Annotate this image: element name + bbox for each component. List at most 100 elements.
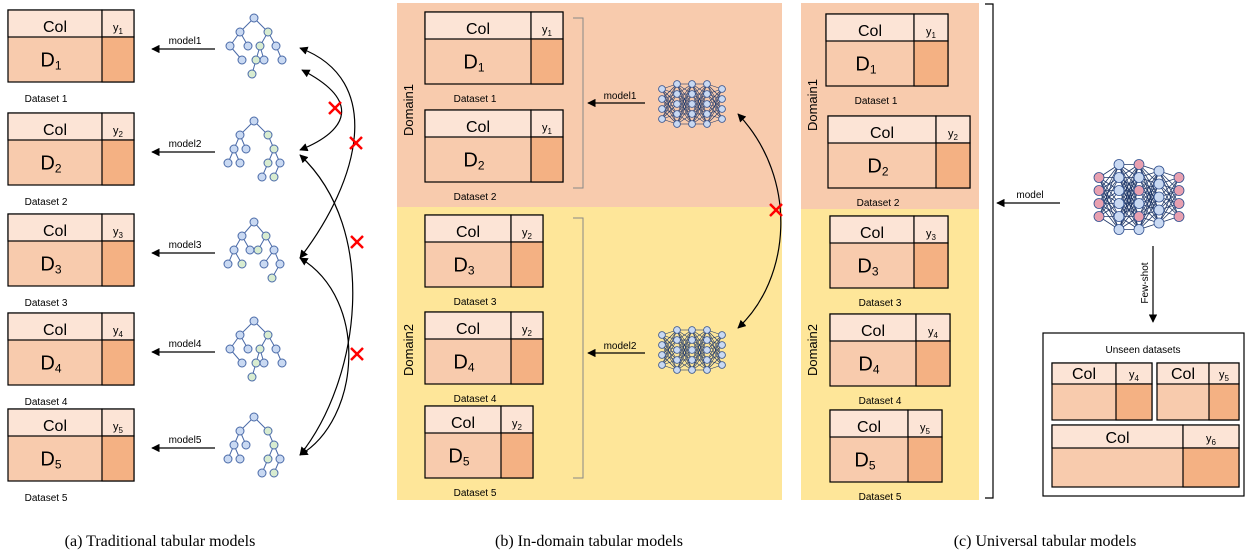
panel-b-caption: (b) In-domain tabular models xyxy=(495,533,683,550)
panel-a-dataset-1-y-text-sub: 1 xyxy=(119,27,124,36)
panel-c-dataset-4-y-text: y4 xyxy=(928,326,939,340)
panel-a-dataset-4-y-text-sub: 4 xyxy=(119,330,124,339)
neural-network-icon-node xyxy=(703,80,711,88)
neural-network-icon-node xyxy=(658,351,666,359)
neural-network-icon-node xyxy=(1173,172,1185,183)
neural-network-icon-edge xyxy=(1138,196,1160,230)
panel-b-dataset-2-col-text: Col xyxy=(466,119,490,136)
panel-a-dataset-3-d-text-main: D xyxy=(40,254,54,276)
panel-a-dataset-5-d-text-main: D xyxy=(40,449,54,471)
panel-c-dataset-3-col-text: Col xyxy=(860,225,884,242)
panel-b-model1-label: model1 xyxy=(604,91,637,102)
neural-network-icon-node xyxy=(1113,224,1125,235)
panel-c-dataset-4-y-text-sub: 4 xyxy=(934,331,939,340)
panel-b-dataset-4-y-text-main: y xyxy=(522,324,528,336)
neural-network-icon-edge xyxy=(1118,164,1140,204)
neural-network-icon-node xyxy=(718,331,726,339)
panel-b-dataset-4-y-text: y2 xyxy=(522,324,533,338)
tree-icon-node xyxy=(261,231,271,241)
panel-a-curve-1 xyxy=(299,46,356,259)
panel-b-bracket-1 xyxy=(573,17,584,189)
panel-c-dataset-2-d-text-main: D xyxy=(867,156,881,178)
panel-a-dataset-2-d-text: D2 xyxy=(40,153,61,176)
panel-c-dataset-4-d-text-sub: 4 xyxy=(873,363,880,377)
panel-b-dataset-2-d-text-main: D xyxy=(463,150,477,172)
neural-network-icon-node xyxy=(1173,211,1185,222)
panel-a-dataset-3-label-header xyxy=(101,213,135,242)
panel-c-unseen-dataset-3-y-text-sub: 6 xyxy=(1212,438,1217,447)
panel-c-unseen-dataset-2-y-text-sub: 5 xyxy=(1225,374,1230,383)
panel-b-dataset-3-y-text-sub: 2 xyxy=(528,232,533,241)
connector-layer xyxy=(151,3,1158,499)
panel-a-dataset-label-3: Dataset 3 xyxy=(25,298,68,309)
panel-a-dataset-2-label-body xyxy=(101,139,135,186)
neural-network-icon-node xyxy=(688,366,696,374)
neural-network-icon-node xyxy=(658,331,666,339)
panel-c-dataset-4-d-text-main: D xyxy=(858,354,872,376)
panel-c-domain2-label: Domain2 xyxy=(805,324,820,376)
panel-c-model-label: model xyxy=(1016,190,1043,201)
panel-c-unseen-title: Unseen datasets xyxy=(1105,345,1180,356)
neural-network-icon-node xyxy=(1113,159,1125,170)
panel-c-unseen-dataset-3-label-body xyxy=(1182,447,1240,488)
neural-network-icon-edge xyxy=(706,88,723,115)
panel-b-dataset-5-header xyxy=(424,405,502,434)
neural-network-icon-edge xyxy=(661,83,678,120)
neural-network-icon-node xyxy=(658,361,666,369)
panel-c-unseen-dataset-2-label-body xyxy=(1208,383,1240,421)
neural-network-icon-edge xyxy=(676,329,693,361)
neural-network-icon-edge xyxy=(676,329,693,351)
tree-icon-node xyxy=(241,440,251,450)
neural-network-icon-edge xyxy=(706,98,723,125)
panel-b-dataset-3-d-text-sub: 3 xyxy=(468,264,475,278)
tree-icon-node xyxy=(275,454,285,464)
tree-icon-node xyxy=(263,158,273,168)
panel-a-dataset-1-label-body xyxy=(101,36,135,83)
neural-network-icon-edge xyxy=(1138,183,1160,230)
neural-network-icon-edge xyxy=(661,339,678,366)
panel-c-dataset-2-header xyxy=(827,115,937,144)
tree-icon-node xyxy=(249,217,259,227)
tree-icon-node xyxy=(275,158,285,168)
tree-icon-node xyxy=(263,454,273,464)
panel-b-dataset-4-d-text: D4 xyxy=(453,352,474,375)
panel-a-dataset-3-y-text-sub: 3 xyxy=(119,231,124,240)
panel-b-domain2-label: Domain2 xyxy=(401,324,416,376)
panel-c-dataset-4-y-text-main: y xyxy=(928,326,934,338)
tree-icon-node xyxy=(253,245,263,255)
panel-c-unseen-dataset-3-col-text: Col xyxy=(1105,430,1129,447)
neural-network-icon-node xyxy=(673,100,681,108)
neural-network-icon-node xyxy=(718,341,726,349)
panel-c-dataset-1-label-body xyxy=(913,40,949,87)
neural-network-icon-node xyxy=(1133,198,1145,209)
neural-network-icon-node xyxy=(673,346,681,354)
neural-network-icon-node xyxy=(703,110,711,118)
neural-network-icon-edge xyxy=(691,83,708,105)
neural-network-icon-edge xyxy=(1118,164,1140,191)
neural-network-icon-node xyxy=(1133,224,1145,235)
panel-b-dataset-2-y-text: y1 xyxy=(542,122,553,136)
neural-network-icon-edge xyxy=(661,329,678,356)
panel-b-dataset-2-y-text-main: y xyxy=(542,122,548,134)
panel-b-dataset-2-y-text-sub: 1 xyxy=(548,127,553,136)
panel-b-dataset-label-4: Dataset 4 xyxy=(454,394,497,405)
panel-c-dataset-1-d-text: D1 xyxy=(855,54,876,77)
neural-network-icon xyxy=(658,80,726,128)
tree-icon xyxy=(223,116,285,182)
tree-icon-node xyxy=(269,440,279,450)
panel-c-dataset-3-y-text: y3 xyxy=(926,228,937,242)
panel-b-dataset-3-d-text: D3 xyxy=(453,255,474,278)
panel-c-dataset-4-d-text: D4 xyxy=(858,354,879,377)
content-layer xyxy=(7,9,1245,497)
panel-c-dataset-label-1: Dataset 1 xyxy=(855,96,898,107)
panel-b-dataset-3-label-header xyxy=(510,214,544,243)
panel-c-dataset-5-col-text: Col xyxy=(857,419,881,436)
neural-network-icon-edge xyxy=(706,344,723,371)
panel-a-dataset-5-y-text-main: y xyxy=(113,421,119,433)
panel-c-dataset-5-y-text-sub: 5 xyxy=(926,427,931,436)
panel-b-dataset-1-col-text: Col xyxy=(466,21,490,38)
panel-c-dataset-1-d-text-main: D xyxy=(855,54,869,76)
neural-network-icon-edge xyxy=(676,83,693,105)
neural-network-icon-edge xyxy=(676,93,693,125)
panel-a-model-label-5: model5 xyxy=(169,435,202,446)
